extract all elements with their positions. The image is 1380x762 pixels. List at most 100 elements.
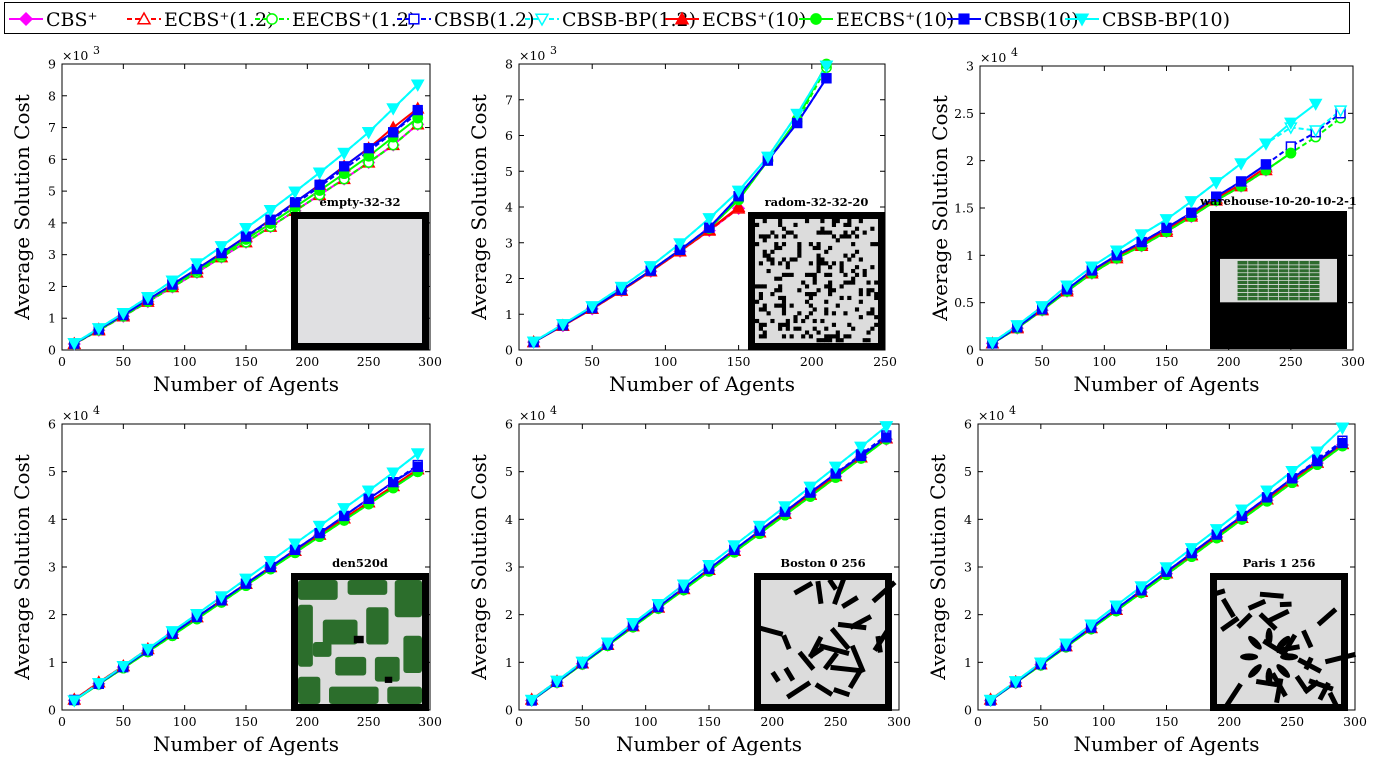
data-point (731, 199, 746, 213)
y-tick-label: 6 (48, 417, 56, 432)
y-tick-label: 1.5 (954, 201, 974, 216)
y-exponent-label: ×10 (62, 408, 88, 423)
data-point (116, 660, 131, 674)
legend-entry: CBSB(1.2) (397, 9, 535, 31)
y-tick-label: 4 (48, 215, 56, 230)
data-point (1234, 158, 1248, 171)
y-axis-title: Average Solution Cost (467, 454, 491, 681)
x-tick-label: 50 (574, 714, 590, 729)
legend-label: EECBS⁺(1.2) (292, 9, 416, 31)
data-point (614, 281, 629, 295)
data-point (1109, 245, 1124, 258)
map-label: Paris 1 256 (1243, 556, 1316, 570)
data-point (67, 338, 82, 351)
x-axis-title: Number of Agents (616, 732, 802, 756)
x-tick-label: 50 (1033, 714, 1049, 729)
data-point (388, 127, 399, 138)
data-point (790, 108, 804, 122)
legend-label: CBS⁺ (46, 9, 98, 31)
series-group (985, 98, 1348, 350)
x-tick-label: 250 (873, 354, 897, 369)
data-point (1159, 562, 1174, 575)
data-point (361, 127, 376, 140)
x-axis-title: Number of Agents (1074, 372, 1260, 396)
data-point (1260, 159, 1272, 170)
y-exponent-power: 4 (1011, 46, 1018, 59)
y-tick-label: 6 (48, 152, 56, 167)
x-axis-title: Number of Agents (1074, 732, 1260, 756)
legend-marker (408, 13, 420, 25)
map-thumbnail (291, 212, 429, 350)
legend-marker (18, 11, 34, 27)
map-label: radom-32-32-20 (765, 195, 869, 209)
y-tick-label: 3 (48, 560, 56, 575)
data-point (239, 223, 253, 236)
data-point (312, 167, 327, 180)
y-tick-label: 3 (966, 59, 974, 74)
y-tick-label: 5 (505, 464, 513, 479)
data-point (526, 336, 541, 349)
data-point (752, 520, 767, 534)
data-point (1060, 280, 1074, 293)
data-point (1310, 446, 1325, 459)
x-tick-label: 150 (234, 354, 258, 369)
x-tick-label: 300 (1341, 354, 1365, 369)
x-tick-label: 200 (295, 714, 319, 729)
y-exponent-label: ×10 (62, 48, 88, 63)
legend-entries: CBS⁺ ECBS⁺(1.2) EECBS⁺(1.2) CBSB(1.2) CBSB-B… (9, 9, 1230, 31)
y-exponent-label: ×10 (519, 408, 545, 423)
data-point (727, 540, 742, 553)
y-tick-label: 0 (964, 703, 972, 718)
map-thumbnail (1210, 573, 1357, 711)
data-point (803, 481, 818, 494)
series-group (67, 79, 425, 351)
y-tick-label: 0.5 (954, 295, 974, 310)
data-point (67, 695, 82, 708)
x-tick-label: 50 (1034, 354, 1050, 369)
legend-label: EECBS⁺(10) (836, 9, 954, 31)
y-tick-label: 5 (48, 464, 56, 479)
data-point (1335, 422, 1350, 435)
map-thumbnail (748, 212, 885, 350)
data-point (1337, 437, 1348, 449)
legend: CBS⁺ ECBS⁺(1.2) EECBS⁺(1.2) CBSB(1.2) CBSB-B… (4, 2, 1350, 34)
legend-marker (136, 11, 152, 25)
y-tick-label: 3 (48, 247, 56, 262)
data-point (410, 79, 425, 92)
data-point (1084, 619, 1098, 632)
data-point (626, 618, 640, 631)
y-tick-label: 4 (505, 200, 513, 215)
y-exponent-label: ×10 (978, 408, 1004, 423)
y-tick-label: 6 (505, 417, 513, 432)
legend-entry: EECBS⁺(10) (799, 9, 954, 31)
data-point (651, 599, 666, 612)
data-point (1184, 196, 1199, 209)
legend-marker (674, 11, 690, 25)
data-point (1333, 105, 1348, 118)
y-exponent-label: ×10 (519, 48, 545, 63)
x-tick-label: 300 (418, 714, 442, 729)
map-thumbnail (291, 573, 429, 711)
y-tick-label: 3 (505, 235, 513, 250)
data-point (702, 559, 716, 573)
x-tick-label: 300 (418, 354, 442, 369)
y-axis-title: Average Solution Cost (926, 454, 950, 681)
x-tick-label: 100 (634, 714, 658, 729)
legend-marker (810, 13, 822, 25)
data-point (778, 501, 792, 514)
x-tick-label: 100 (173, 714, 197, 729)
data-point (1034, 657, 1048, 670)
data-point (585, 301, 599, 314)
x-tick-label: 100 (173, 354, 197, 369)
x-axis-title: Number of Agents (153, 732, 339, 756)
y-tick-label: 8 (48, 88, 56, 103)
data-point (1035, 301, 1049, 314)
data-point (337, 147, 351, 161)
x-tick-label: 100 (1092, 714, 1116, 729)
x-tick-label: 150 (697, 714, 721, 729)
data-point (190, 609, 204, 622)
y-tick-label: 5 (964, 464, 972, 479)
